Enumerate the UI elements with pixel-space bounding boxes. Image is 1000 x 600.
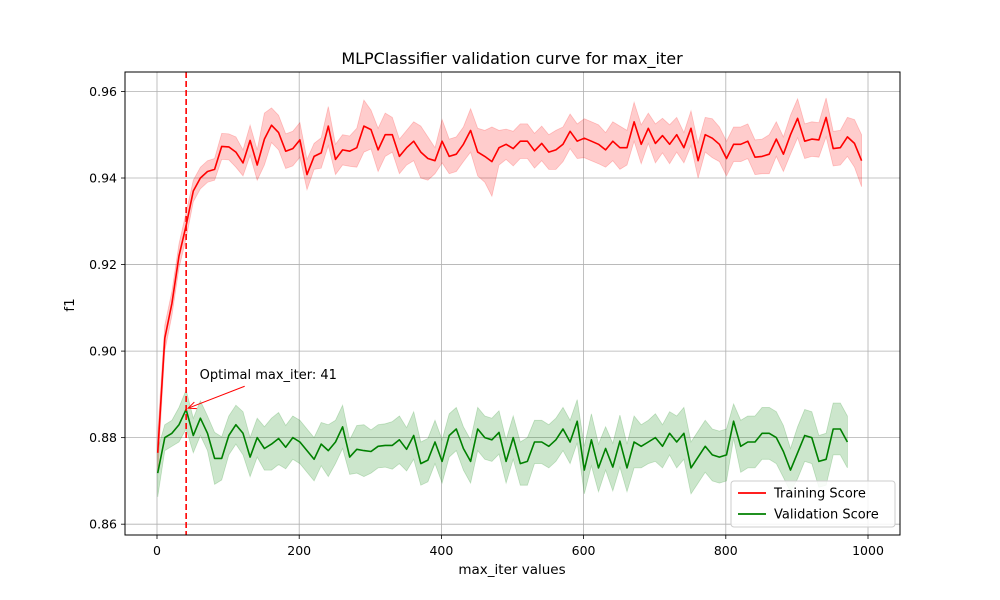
series-line — [156, 408, 849, 474]
x-tick-label: 1000 — [852, 543, 884, 558]
optimal-marker: Optimal max_iter: 41 — [185, 72, 337, 535]
y-tick-label: 0.88 — [89, 430, 117, 445]
x-tick-label: 0 — [153, 543, 161, 558]
series-line — [156, 116, 863, 453]
y-tick-label: 0.92 — [89, 257, 117, 272]
optimal-annotation: Optimal max_iter: 41 — [200, 368, 337, 383]
chart-title: MLPClassifier validation curve for max_i… — [341, 49, 683, 69]
x-tick-label: 600 — [572, 543, 596, 558]
axes-frame — [124, 71, 901, 536]
y-tick-label: 0.90 — [89, 344, 117, 359]
series-lines — [156, 116, 863, 474]
legend: Training Score Validation Score — [730, 480, 896, 528]
y-axis-ticks: 0.86 0.88 0.90 0.92 0.94 0.96 — [89, 84, 125, 532]
legend-box — [730, 480, 896, 528]
annotation-arrowhead — [186, 401, 197, 410]
annotation-arrow — [187, 385, 245, 409]
confidence-band — [157, 97, 862, 473]
x-tick-label: 200 — [287, 543, 311, 558]
y-tick-label: 0.94 — [89, 171, 117, 186]
confidence-bands — [157, 97, 862, 497]
y-tick-label: 0.96 — [89, 84, 117, 99]
confidence-band — [157, 388, 848, 497]
legend-label: Validation Score — [774, 508, 879, 523]
legend-label: Training Score — [773, 487, 866, 502]
x-tick-label: 800 — [714, 543, 738, 558]
y-tick-label: 0.86 — [89, 517, 117, 532]
x-tick-label: 400 — [429, 543, 453, 558]
x-axis-ticks: 0 200 400 600 800 1000 — [153, 535, 884, 558]
y-axis-label: f1 — [62, 298, 78, 311]
plot-area: Optimal max_iter: 41 0 200 400 600 800 1000 0… — [89, 71, 901, 558]
x-axis-label: max_iter values — [458, 562, 565, 578]
